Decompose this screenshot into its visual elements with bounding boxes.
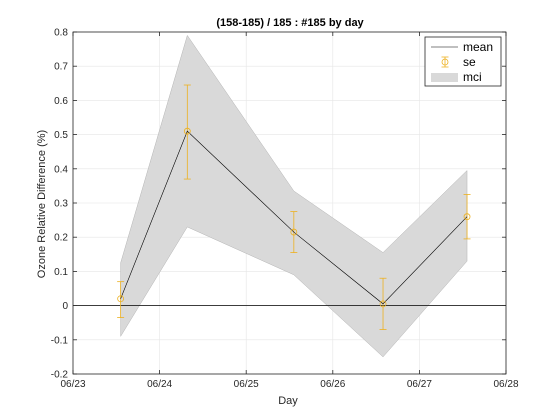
se-point (290, 228, 298, 236)
legend-se-swatch (441, 56, 449, 68)
mci-band (120, 34, 468, 358)
y-tick-label: 0.5 (54, 130, 68, 141)
se-markers (117, 127, 471, 308)
y-tick-label: 0.7 (54, 62, 68, 73)
y-axis-ticks: -0.2 -0.1 0 0.1 0.2 0.3 0.4 0.5 0.6 0.7 0.8 (51, 28, 506, 381)
y-tick-label: 0.3 (54, 199, 68, 210)
y-tick-label: 0.6 (54, 96, 68, 107)
y-tick-label: -0.2 (51, 370, 69, 381)
se-point (379, 300, 387, 308)
x-tick-label: 06/28 (493, 379, 518, 390)
y-tick-label: 0.8 (54, 28, 68, 39)
se-point (463, 213, 471, 221)
se-point (117, 295, 125, 303)
mci-band-area (120, 34, 468, 358)
x-tick-label: 06/27 (407, 379, 432, 390)
x-tick-label: 06/26 (320, 379, 345, 390)
y-tick-label: 0.2 (54, 233, 68, 244)
legend-mci-swatch (431, 73, 458, 82)
mean-line (120, 130, 468, 305)
legend: mean se mci (424, 36, 502, 87)
chart-title: (158-185) / 185 : #185 by day (216, 17, 364, 29)
x-tick-label: 06/25 (234, 379, 259, 390)
y-tick-label: 0 (62, 301, 68, 312)
legend-mci-label: mci (463, 70, 482, 84)
y-tick-label: 0.4 (54, 164, 68, 175)
mean-series-line (120, 130, 468, 305)
legend-se-label: se (463, 55, 476, 69)
x-tick-label: 06/23 (60, 379, 85, 390)
x-axis-ticks: 06/23 06/24 06/25 06/26 06/27 06/28 (60, 32, 519, 390)
legend-mean-label: mean (463, 40, 493, 54)
y-tick-label: -0.1 (51, 335, 69, 346)
x-axis-title: Day (278, 395, 298, 407)
se-point (183, 127, 191, 135)
y-tick-label: 0.1 (54, 267, 68, 278)
y-axis-title: Ozone Relative Difference (%) (36, 130, 48, 278)
x-tick-label: 06/24 (147, 379, 172, 390)
